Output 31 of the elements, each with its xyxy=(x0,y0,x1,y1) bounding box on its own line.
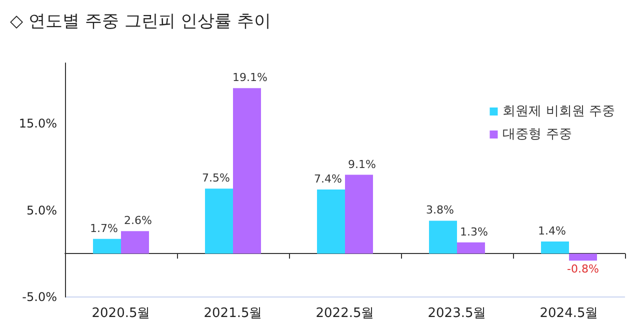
legend-label: 회원제 비회원 주중 xyxy=(502,104,615,119)
data-label: 7.5% xyxy=(202,172,230,185)
bar xyxy=(121,231,149,254)
data-label: 2.6% xyxy=(124,214,152,228)
data-label: 3.8% xyxy=(426,204,454,217)
bar xyxy=(317,190,345,254)
legend-label: 대중형 주중 xyxy=(502,127,572,142)
bar xyxy=(233,88,261,254)
x-tick-label: 2024.5월 xyxy=(540,306,598,321)
x-tick-label: 2023.5월 xyxy=(428,306,486,321)
data-label: 9.1% xyxy=(348,158,376,171)
bar xyxy=(205,188,233,254)
bar xyxy=(429,220,457,254)
data-label: 1.3% xyxy=(460,225,488,238)
x-tick-label: 2021.5월 xyxy=(204,306,262,321)
bar xyxy=(541,242,569,254)
data-label: 7.4% xyxy=(314,172,342,186)
y-tick-label: 15.0% xyxy=(18,116,57,131)
data-label: -0.8% xyxy=(567,262,599,276)
x-tick-label: 2020.5월 xyxy=(92,306,150,321)
bar xyxy=(457,242,485,254)
data-label: 1.4% xyxy=(538,224,566,238)
data-label: 1.7% xyxy=(90,222,118,235)
bar xyxy=(345,174,373,254)
bar xyxy=(569,254,597,261)
x-tick-label: 2022.5월 xyxy=(316,306,374,321)
chart-title: ◇ 연도별 주중 그린피 인상률 추이 xyxy=(10,12,272,32)
bar xyxy=(93,238,121,254)
y-tick-label: -5.0% xyxy=(22,290,57,304)
data-label: 19.1% xyxy=(232,71,268,84)
y-tick-label: 5.0% xyxy=(26,203,57,218)
